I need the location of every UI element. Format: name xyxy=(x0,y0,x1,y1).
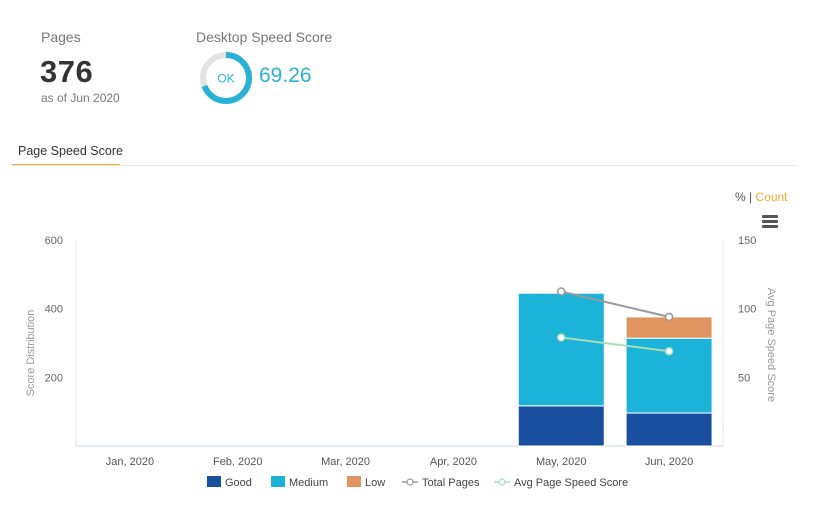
bar-good-5 xyxy=(625,412,713,447)
legend-swatch-good xyxy=(207,476,221,487)
legend-label-good: Good xyxy=(225,477,252,489)
toggle-separator: | xyxy=(749,190,753,204)
legend-swatch-low xyxy=(347,476,361,487)
point-total-pages xyxy=(557,287,566,296)
y-tick-label: 600 xyxy=(45,235,63,247)
tab-page-speed-score[interactable]: Page Speed Score xyxy=(18,144,123,158)
y2-tick-label: 150 xyxy=(738,235,756,247)
legend-label-total-pages: Total Pages xyxy=(422,477,480,489)
legend-marker-total-pages xyxy=(406,478,414,486)
toggle-percent[interactable]: % xyxy=(735,190,746,204)
x-tick-label: May, 2020 xyxy=(536,456,587,468)
legend-label-avg-page-speed-score: Avg Page Speed Score xyxy=(514,477,628,489)
menu-bar xyxy=(762,215,778,218)
y-axis-title: Score Distribution xyxy=(25,310,37,397)
legend-label-low: Low xyxy=(365,477,385,489)
y2-tick-label: 50 xyxy=(738,372,750,384)
x-tick-label: Feb, 2020 xyxy=(213,456,263,468)
x-tick-label: Jun, 2020 xyxy=(645,456,693,468)
legend-marker-avg-page-speed-score xyxy=(498,478,506,486)
speed-score-value: 69.26 xyxy=(259,64,312,87)
unit-toggle: % | Count xyxy=(735,190,788,204)
x-tick-label: Apr, 2020 xyxy=(430,456,477,468)
ring-progress xyxy=(200,52,252,104)
pages-label: Pages xyxy=(41,29,81,45)
point-total-pages xyxy=(664,312,674,322)
y2-tick-label: 100 xyxy=(738,304,756,316)
y2-axis-title: Avg Page Speed Score xyxy=(765,288,777,402)
pages-as-of: as of Jun 2020 xyxy=(41,91,120,105)
x-tick-label: Jan, 2020 xyxy=(106,456,154,468)
x-tick-label: Mar, 2020 xyxy=(321,456,370,468)
point-avg-page-speed-score xyxy=(664,346,674,356)
y-tick-label: 400 xyxy=(45,304,63,316)
legend-swatch-medium xyxy=(271,476,285,487)
pages-value: 376 xyxy=(40,54,94,89)
speed-status-badge: OK xyxy=(217,72,234,86)
speed-score-label: Desktop Speed Score xyxy=(196,29,333,45)
menu-bar xyxy=(762,220,778,223)
toggle-count[interactable]: Count xyxy=(755,190,788,204)
speed-score-ring: OK xyxy=(200,52,252,104)
legend-label-medium: Medium xyxy=(289,477,328,489)
bar-medium-4 xyxy=(517,292,605,407)
bar-good-4 xyxy=(517,405,605,447)
point-avg-page-speed-score xyxy=(557,333,566,342)
menu-bar xyxy=(762,225,778,228)
chart-menu-icon[interactable] xyxy=(762,215,778,230)
y-tick-label: 200 xyxy=(45,372,63,384)
line-avg-page-speed-score xyxy=(561,336,670,353)
tab-divider xyxy=(12,165,798,166)
line-total-pages xyxy=(561,290,670,318)
